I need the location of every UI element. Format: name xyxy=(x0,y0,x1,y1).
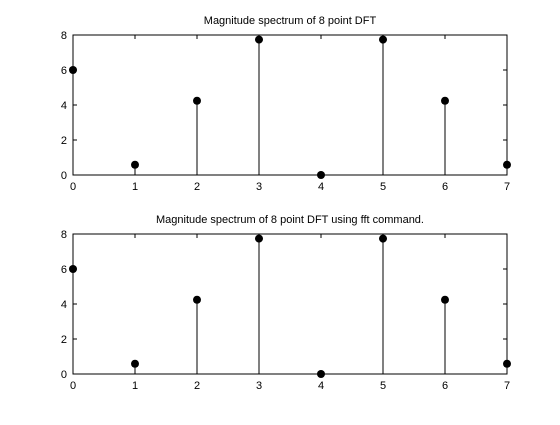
bottom-ytick-label: 0 xyxy=(61,369,67,381)
bottom-xtick-label: 3 xyxy=(256,380,262,392)
bottom-xtick-label: 5 xyxy=(380,380,386,392)
top-ytick-label: 6 xyxy=(61,65,67,77)
top-xtick-label: 1 xyxy=(132,181,138,193)
bottom-stem-marker xyxy=(379,234,387,243)
top-stem-marker xyxy=(193,96,201,105)
bottom-ytick-label: 2 xyxy=(61,334,67,346)
top-xtick-label: 6 xyxy=(442,181,448,193)
bottom-xtick-label: 4 xyxy=(318,380,324,392)
top-ytick-label: 4 xyxy=(61,100,67,112)
top-stem-marker xyxy=(131,160,139,169)
top-y-axis-ticks: 0 2 4 6 8 xyxy=(61,30,507,182)
top-stem-marker xyxy=(441,96,449,105)
top-xtick-label: 3 xyxy=(256,181,262,193)
top-subplot: Magnitude spectrum of 8 point DFT 0 1 2 3 4 5… xyxy=(61,15,511,193)
bottom-ytick-label: 4 xyxy=(61,299,67,311)
top-xtick-label: 2 xyxy=(194,181,200,193)
bottom-xtick-label: 0 xyxy=(70,380,76,392)
top-stem-marker xyxy=(379,35,387,44)
top-xtick-label: 0 xyxy=(70,181,76,193)
bottom-subplot: Magnitude spectrum of 8 point DFT using … xyxy=(61,214,511,392)
top-ytick-label: 8 xyxy=(61,30,67,42)
bottom-xtick-label: 7 xyxy=(504,380,510,392)
bottom-stem-marker xyxy=(193,295,201,304)
top-ytick-label: 0 xyxy=(61,170,67,182)
top-xtick-label: 7 xyxy=(504,181,510,193)
bottom-y-axis-ticks: 0 2 4 6 8 xyxy=(61,229,507,381)
bottom-xtick-label: 2 xyxy=(194,380,200,392)
top-x-axis-ticks: 0 1 2 3 4 5 6 7 xyxy=(70,35,510,193)
top-stem-marker xyxy=(255,35,263,44)
bottom-stem-marker xyxy=(255,234,263,243)
top-xtick-label: 4 xyxy=(318,181,324,193)
bottom-stem-marker xyxy=(441,295,449,304)
bottom-xtick-label: 6 xyxy=(442,380,448,392)
top-xtick-label: 5 xyxy=(380,181,386,193)
bottom-subplot-title: Magnitude spectrum of 8 point DFT using … xyxy=(156,214,424,226)
top-subplot-title: Magnitude spectrum of 8 point DFT xyxy=(204,15,377,27)
bottom-xtick-label: 1 xyxy=(132,380,138,392)
top-ytick-label: 2 xyxy=(61,135,67,147)
bottom-ytick-label: 6 xyxy=(61,264,67,276)
bottom-x-axis-ticks: 0 1 2 3 4 5 6 7 xyxy=(70,234,510,392)
bottom-ytick-label: 8 xyxy=(61,229,67,241)
top-stem-marker xyxy=(503,160,511,169)
bottom-stem-marker xyxy=(131,359,139,368)
bottom-stem-marker xyxy=(503,359,511,368)
